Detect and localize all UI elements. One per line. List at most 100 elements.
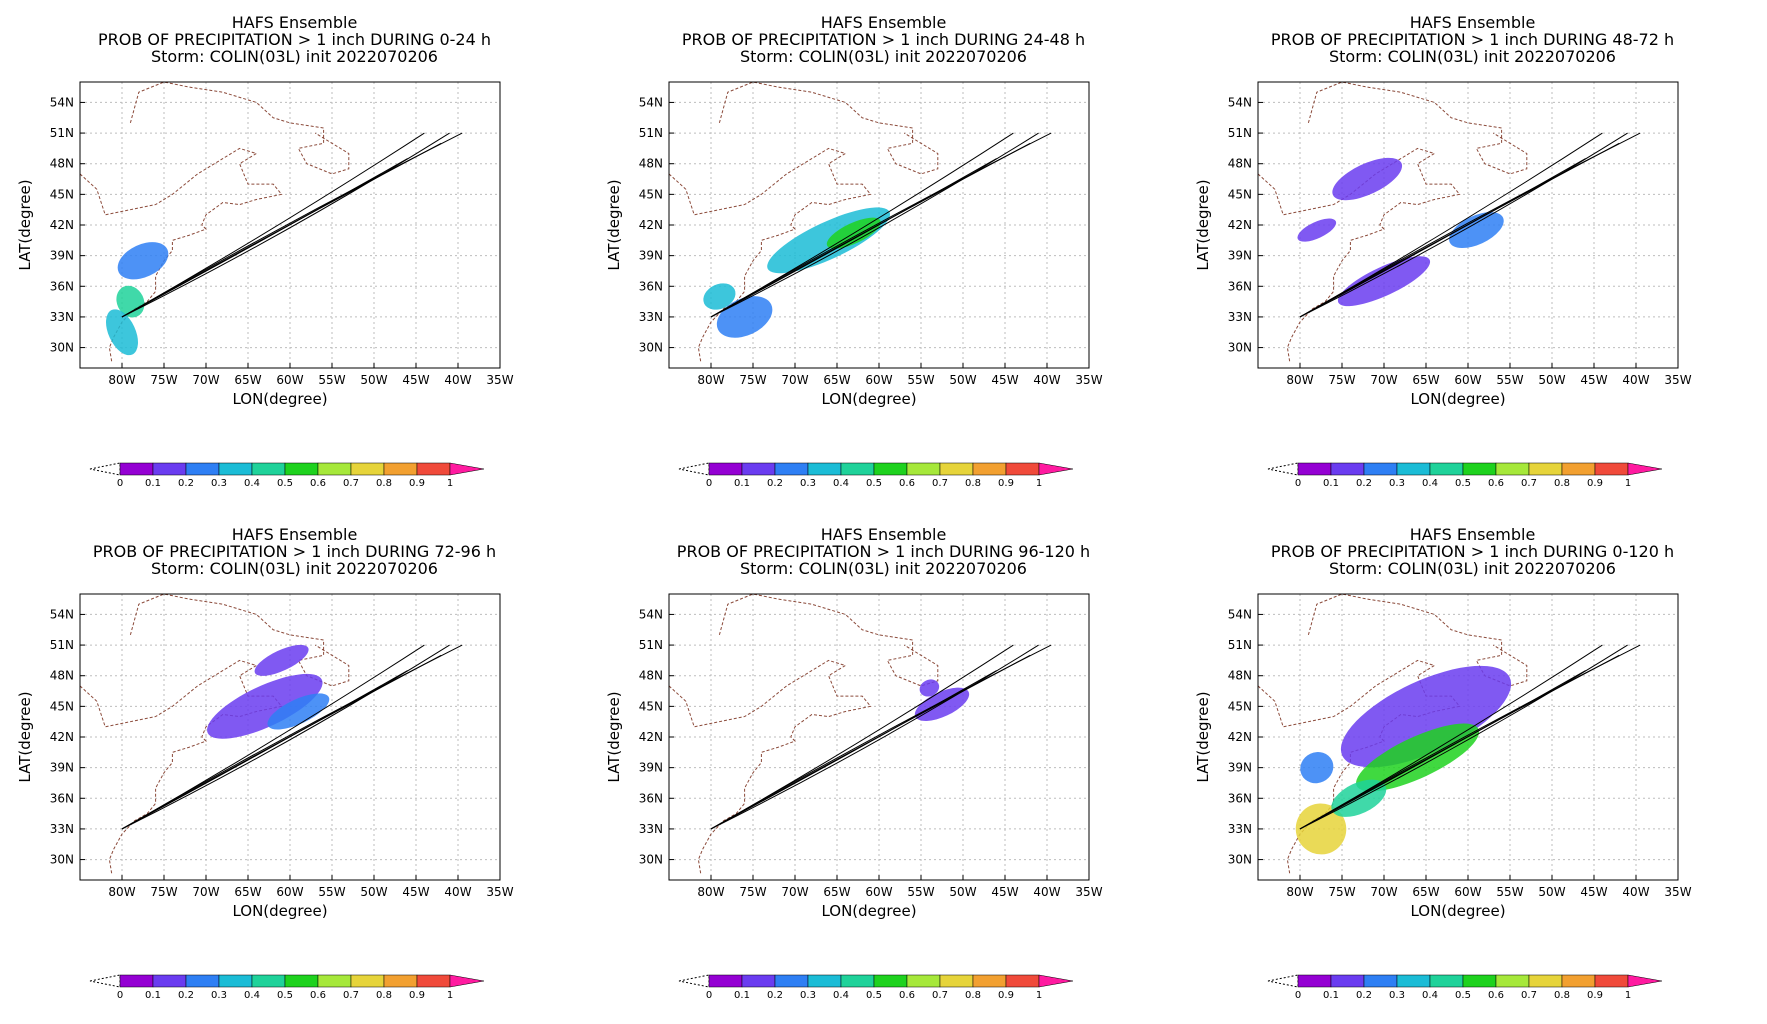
colorbar-swatch — [741, 974, 776, 988]
ensemble-tracks — [710, 644, 1052, 830]
colorbar-tick-label: 0.3 — [800, 478, 816, 489]
y-axis-label: LAT(degree) — [1194, 179, 1212, 270]
colorbar: 0 0.1 0.2 0.3 0.4 0.5 0.6 0.7 0.8 0.9 1 — [1267, 462, 1663, 489]
lon-tick-label: 80W — [697, 885, 724, 899]
forecast-panel-5: HAFS Ensemble PROB OF PRECIPITATION > 1 … — [589, 512, 1178, 1024]
lat-tick-label: 42N — [50, 218, 74, 232]
lat-tick-label: 39N — [1228, 249, 1252, 263]
colorbar-swatch — [152, 462, 187, 476]
coastline — [669, 594, 939, 875]
colorbar-tick-label: 0.5 — [277, 478, 293, 489]
lon-tick-label: 65W — [1412, 373, 1439, 387]
forecast-panel-6: HAFS Ensemble PROB OF PRECIPITATION > 1 … — [1178, 512, 1767, 1024]
y-axis-label: LAT(degree) — [16, 179, 34, 270]
ensemble-tracks — [121, 132, 463, 318]
lon-tick-label: 45W — [991, 885, 1018, 899]
colorbar-swatch — [807, 974, 842, 988]
precip-area — [207, 673, 323, 739]
lon-tick-label: 60W — [865, 373, 892, 387]
lat-tick-label: 51N — [1228, 126, 1252, 140]
precip-area — [1356, 723, 1480, 792]
track-line — [710, 644, 1014, 830]
lon-tick-label: 75W — [150, 373, 177, 387]
lat-tick-label: 36N — [50, 791, 74, 805]
colorbar-swatch — [708, 974, 743, 988]
colorbar-tick-label: 0.6 — [899, 478, 915, 489]
lon-tick-label: 55W — [1496, 373, 1523, 387]
colorbar-swatch — [1005, 974, 1040, 988]
lon-tick-label: 50W — [360, 373, 387, 387]
colorbar-swatch — [284, 974, 319, 988]
colorbar-swatch — [185, 974, 220, 988]
track-line — [1299, 644, 1641, 830]
colorbar-swatch — [840, 974, 875, 988]
panel-title-storm: Storm: COLIN(03L) init 2022070206 — [740, 47, 1027, 66]
colorbar-tick-label: 0.2 — [1356, 990, 1372, 1001]
colorbar-tick-label: 0.6 — [1488, 990, 1504, 1001]
lat-tick-label: 48N — [639, 157, 663, 171]
lat-tick-label: 39N — [50, 761, 74, 775]
lat-tick-label: 30N — [1228, 341, 1252, 355]
colorbar-tick-label: 0.2 — [1356, 478, 1372, 489]
colorbar-swatch — [152, 974, 187, 988]
colorbar-tick-label: 0.6 — [899, 990, 915, 1001]
colorbar-tick-label: 0.9 — [998, 478, 1014, 489]
lat-tick-label: 30N — [639, 341, 663, 355]
colorbar: 0 0.1 0.2 0.3 0.4 0.5 0.6 0.7 0.8 0.9 1 — [678, 462, 1074, 489]
colorbar-swatch — [119, 462, 154, 476]
forecast-panel-4: HAFS Ensemble PROB OF PRECIPITATION > 1 … — [0, 512, 589, 1024]
colorbar-swatch — [218, 462, 253, 476]
lon-tick-label: 35W — [1664, 885, 1691, 899]
colorbar-tick-label: 0.8 — [1554, 478, 1570, 489]
colorbar-tick-label: 1 — [1625, 990, 1631, 1001]
colorbar-swatch — [251, 462, 286, 476]
lon-tick-label: 35W — [1075, 885, 1102, 899]
colorbar-swatch — [1005, 462, 1040, 476]
y-axis-label: LAT(degree) — [16, 691, 34, 782]
colorbar-swatch — [708, 462, 743, 476]
lon-tick-label: 65W — [1412, 885, 1439, 899]
colorbar-tick-label: 0.1 — [734, 990, 750, 1001]
colorbar: 0 0.1 0.2 0.3 0.4 0.5 0.6 0.7 0.8 0.9 1 — [678, 974, 1074, 1001]
colorbar-tick-label: 0.4 — [833, 478, 849, 489]
lon-tick-label: 80W — [697, 373, 724, 387]
lon-tick-label: 35W — [1075, 373, 1102, 387]
lon-tick-label: 60W — [276, 885, 303, 899]
colorbar-tick-label: 0.7 — [343, 478, 359, 489]
colorbar-swatch — [1561, 974, 1596, 988]
colorbar-swatch — [774, 462, 809, 476]
lon-tick-label: 65W — [234, 885, 261, 899]
colorbar-tick-label: 0 — [1295, 990, 1301, 1001]
colorbar-swatch — [350, 974, 385, 988]
x-axis-label: LON(degree) — [232, 390, 327, 408]
colorbar-swatch — [1528, 974, 1563, 988]
colorbar-tick-label: 0.9 — [998, 990, 1014, 1001]
colorbar-tick-label: 0.1 — [145, 990, 161, 1001]
lat-tick-label: 48N — [1228, 669, 1252, 683]
lat-tick-label: 30N — [639, 853, 663, 867]
lon-tick-label: 55W — [318, 373, 345, 387]
colorbar: 0 0.1 0.2 0.3 0.4 0.5 0.6 0.7 0.8 0.9 1 — [89, 974, 485, 1001]
x-axis-label: LON(degree) — [821, 902, 916, 920]
track-line — [121, 644, 463, 830]
colorbar-tick-label: 0.3 — [211, 478, 227, 489]
colorbar-swatch — [1297, 462, 1332, 476]
lat-tick-label: 54N — [1228, 607, 1252, 621]
precip-area — [1337, 256, 1431, 307]
colorbar-tick-label: 0.4 — [244, 478, 260, 489]
track-line — [121, 142, 442, 318]
lat-tick-label: 30N — [1228, 853, 1252, 867]
colorbar-tick-label: 0.2 — [767, 478, 783, 489]
colorbar-tick-label: 0.5 — [866, 478, 882, 489]
colorbar-tick-label: 0 — [706, 990, 712, 1001]
colorbar-swatch — [1330, 462, 1365, 476]
ensemble-tracks — [121, 644, 463, 830]
precip-area — [703, 283, 736, 310]
track-line — [121, 132, 463, 318]
precip-area — [267, 693, 330, 730]
panel-title-prob: PROB OF PRECIPITATION > 1 inch DURING 48… — [1270, 30, 1675, 49]
lat-tick-label: 51N — [639, 638, 663, 652]
lat-tick-label: 51N — [50, 126, 74, 140]
lat-tick-label: 45N — [639, 187, 663, 201]
colorbar-swatch — [1429, 974, 1464, 988]
